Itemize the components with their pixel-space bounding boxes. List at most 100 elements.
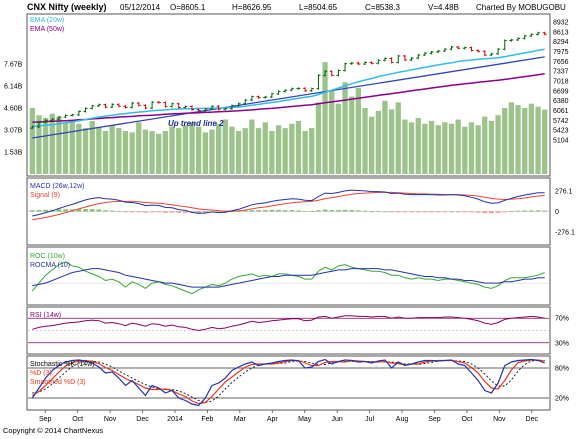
stochastic-layer: 80% 20% Stochastic %K (14w) %D (3) Smoothed … [28, 358, 569, 407]
volume-bar [43, 118, 49, 174]
macd-histogram-bar [116, 211, 122, 212]
rsi-tick-label: 70% [555, 316, 569, 323]
macd-histogram-bar [196, 211, 201, 214]
macd-histogram-bar [449, 211, 454, 213]
macd-histogram-bar [256, 210, 261, 212]
macd-histogram-bar [382, 211, 388, 213]
footer-copyright: Copyright © 2014 ChartNexus [3, 426, 103, 435]
macd-histogram-bar [96, 209, 102, 212]
volume-bar [382, 100, 388, 174]
macd-histogram-bar [362, 210, 368, 212]
volume-bar [62, 122, 69, 174]
header-credit: Charted By MOBUGOBU [476, 3, 566, 12]
volume-bar [515, 105, 521, 174]
volume-bar [36, 115, 42, 174]
volume-bar [535, 106, 541, 174]
macd-histogram-bar [535, 210, 541, 212]
price-layer: 8932 8613 8294 7975 7656 7337 7018 6699 6380 6061… [4, 17, 569, 174]
volume-tick-label: 1.53B [4, 150, 23, 157]
price-tick-label: 7975 [553, 49, 569, 56]
macd-histogram-bar [63, 209, 68, 212]
volume-bar [349, 96, 355, 174]
macd-legend-item: Signal (9) [30, 192, 60, 199]
volume-bar [422, 123, 428, 174]
roc-line [31, 261, 545, 295]
macd-tick-label: 276.1 [555, 188, 573, 195]
macd-histogram-bar [442, 211, 448, 213]
x-axis-label: Oct [461, 416, 472, 423]
macd-histogram-bar [376, 211, 381, 212]
volume-bar [142, 129, 149, 174]
volume-bar [49, 113, 55, 174]
roc-legend-item: ROC (10w) [30, 253, 65, 260]
volume-bar [162, 131, 168, 174]
stochastic-tick-label: 80% [555, 366, 569, 373]
x-axis-label: Mar [234, 416, 247, 423]
macd-histogram-bar [455, 211, 461, 213]
macd-histogram-bar [76, 209, 82, 212]
x-axis-label: Aug [396, 416, 409, 423]
macd-histogram-bar [542, 210, 547, 212]
rsi-line [32, 315, 545, 332]
volume-bar [289, 123, 295, 174]
x-axis-label: Sep [39, 416, 52, 423]
price-legend-item: EMA (50w) [30, 26, 64, 33]
volume-bar [462, 126, 468, 174]
rsi-layer: 70% 30% RSI (14w) [28, 312, 569, 347]
volume-bar [196, 126, 202, 174]
x-axis-label: Jul [365, 416, 374, 423]
volume-bar [522, 108, 528, 174]
volume-bar [89, 120, 95, 174]
volume-bar [216, 123, 222, 174]
volume-bar [295, 120, 302, 174]
macd-histogram-bar [89, 209, 95, 212]
volume-bar [189, 122, 195, 174]
price-tick-label: 8932 [553, 20, 569, 27]
volume-bar [116, 128, 122, 174]
rocma-line [32, 268, 545, 288]
macd-histogram-bar [269, 209, 275, 212]
volume-bar [282, 128, 288, 174]
volume-bar [329, 90, 335, 174]
volume-bar [255, 128, 262, 174]
volume-bar [402, 119, 408, 174]
macd-histogram-bar [249, 210, 255, 212]
volume-bar [448, 123, 455, 174]
volume-bar [129, 132, 135, 174]
macd-histogram-bar [242, 210, 248, 212]
macd-histogram-bar [56, 209, 62, 212]
macd-histogram-bar [415, 211, 421, 213]
macd-tick-label: 0 [555, 209, 559, 216]
macd-histogram-bar [216, 211, 221, 213]
macd-histogram-bar [429, 211, 434, 213]
volume-bar [495, 115, 501, 174]
price-tick-label: 5104 [553, 138, 569, 145]
volume-bar [542, 109, 548, 174]
price-tick-label: 8613 [553, 29, 569, 36]
roc-panel [26, 246, 551, 306]
price-tick-label: 7018 [553, 79, 569, 86]
volume-tick-label: 3.07B [4, 127, 23, 134]
rsi-legend-item: RSI (14w) [30, 312, 61, 319]
macd-histogram-bar [163, 211, 168, 213]
macd-histogram-bar [396, 211, 401, 213]
macd-histogram-bar [183, 211, 188, 213]
volume-bar [235, 131, 242, 174]
volume-bar [76, 123, 82, 174]
header-high: H=8626.95 [232, 3, 272, 12]
volume-bar [82, 128, 89, 174]
volume-bar [335, 103, 341, 174]
ema20-line [32, 48, 545, 128]
macd-histogram-bar [176, 211, 182, 213]
volume-bar [96, 126, 102, 174]
ema50-line [32, 73, 545, 123]
macd-layer: 276.1 0 -276.1 MACD (26w,12w) Signal (9) [28, 183, 575, 237]
stochastic-legend-item: Stochastic %K (14w) [30, 361, 95, 368]
macd-histogram-bar [475, 211, 481, 213]
macd-histogram-bar [322, 209, 328, 212]
macd-histogram-bar [369, 211, 374, 212]
volume-bar [122, 131, 129, 174]
price-tick-label: 6699 [553, 88, 569, 95]
